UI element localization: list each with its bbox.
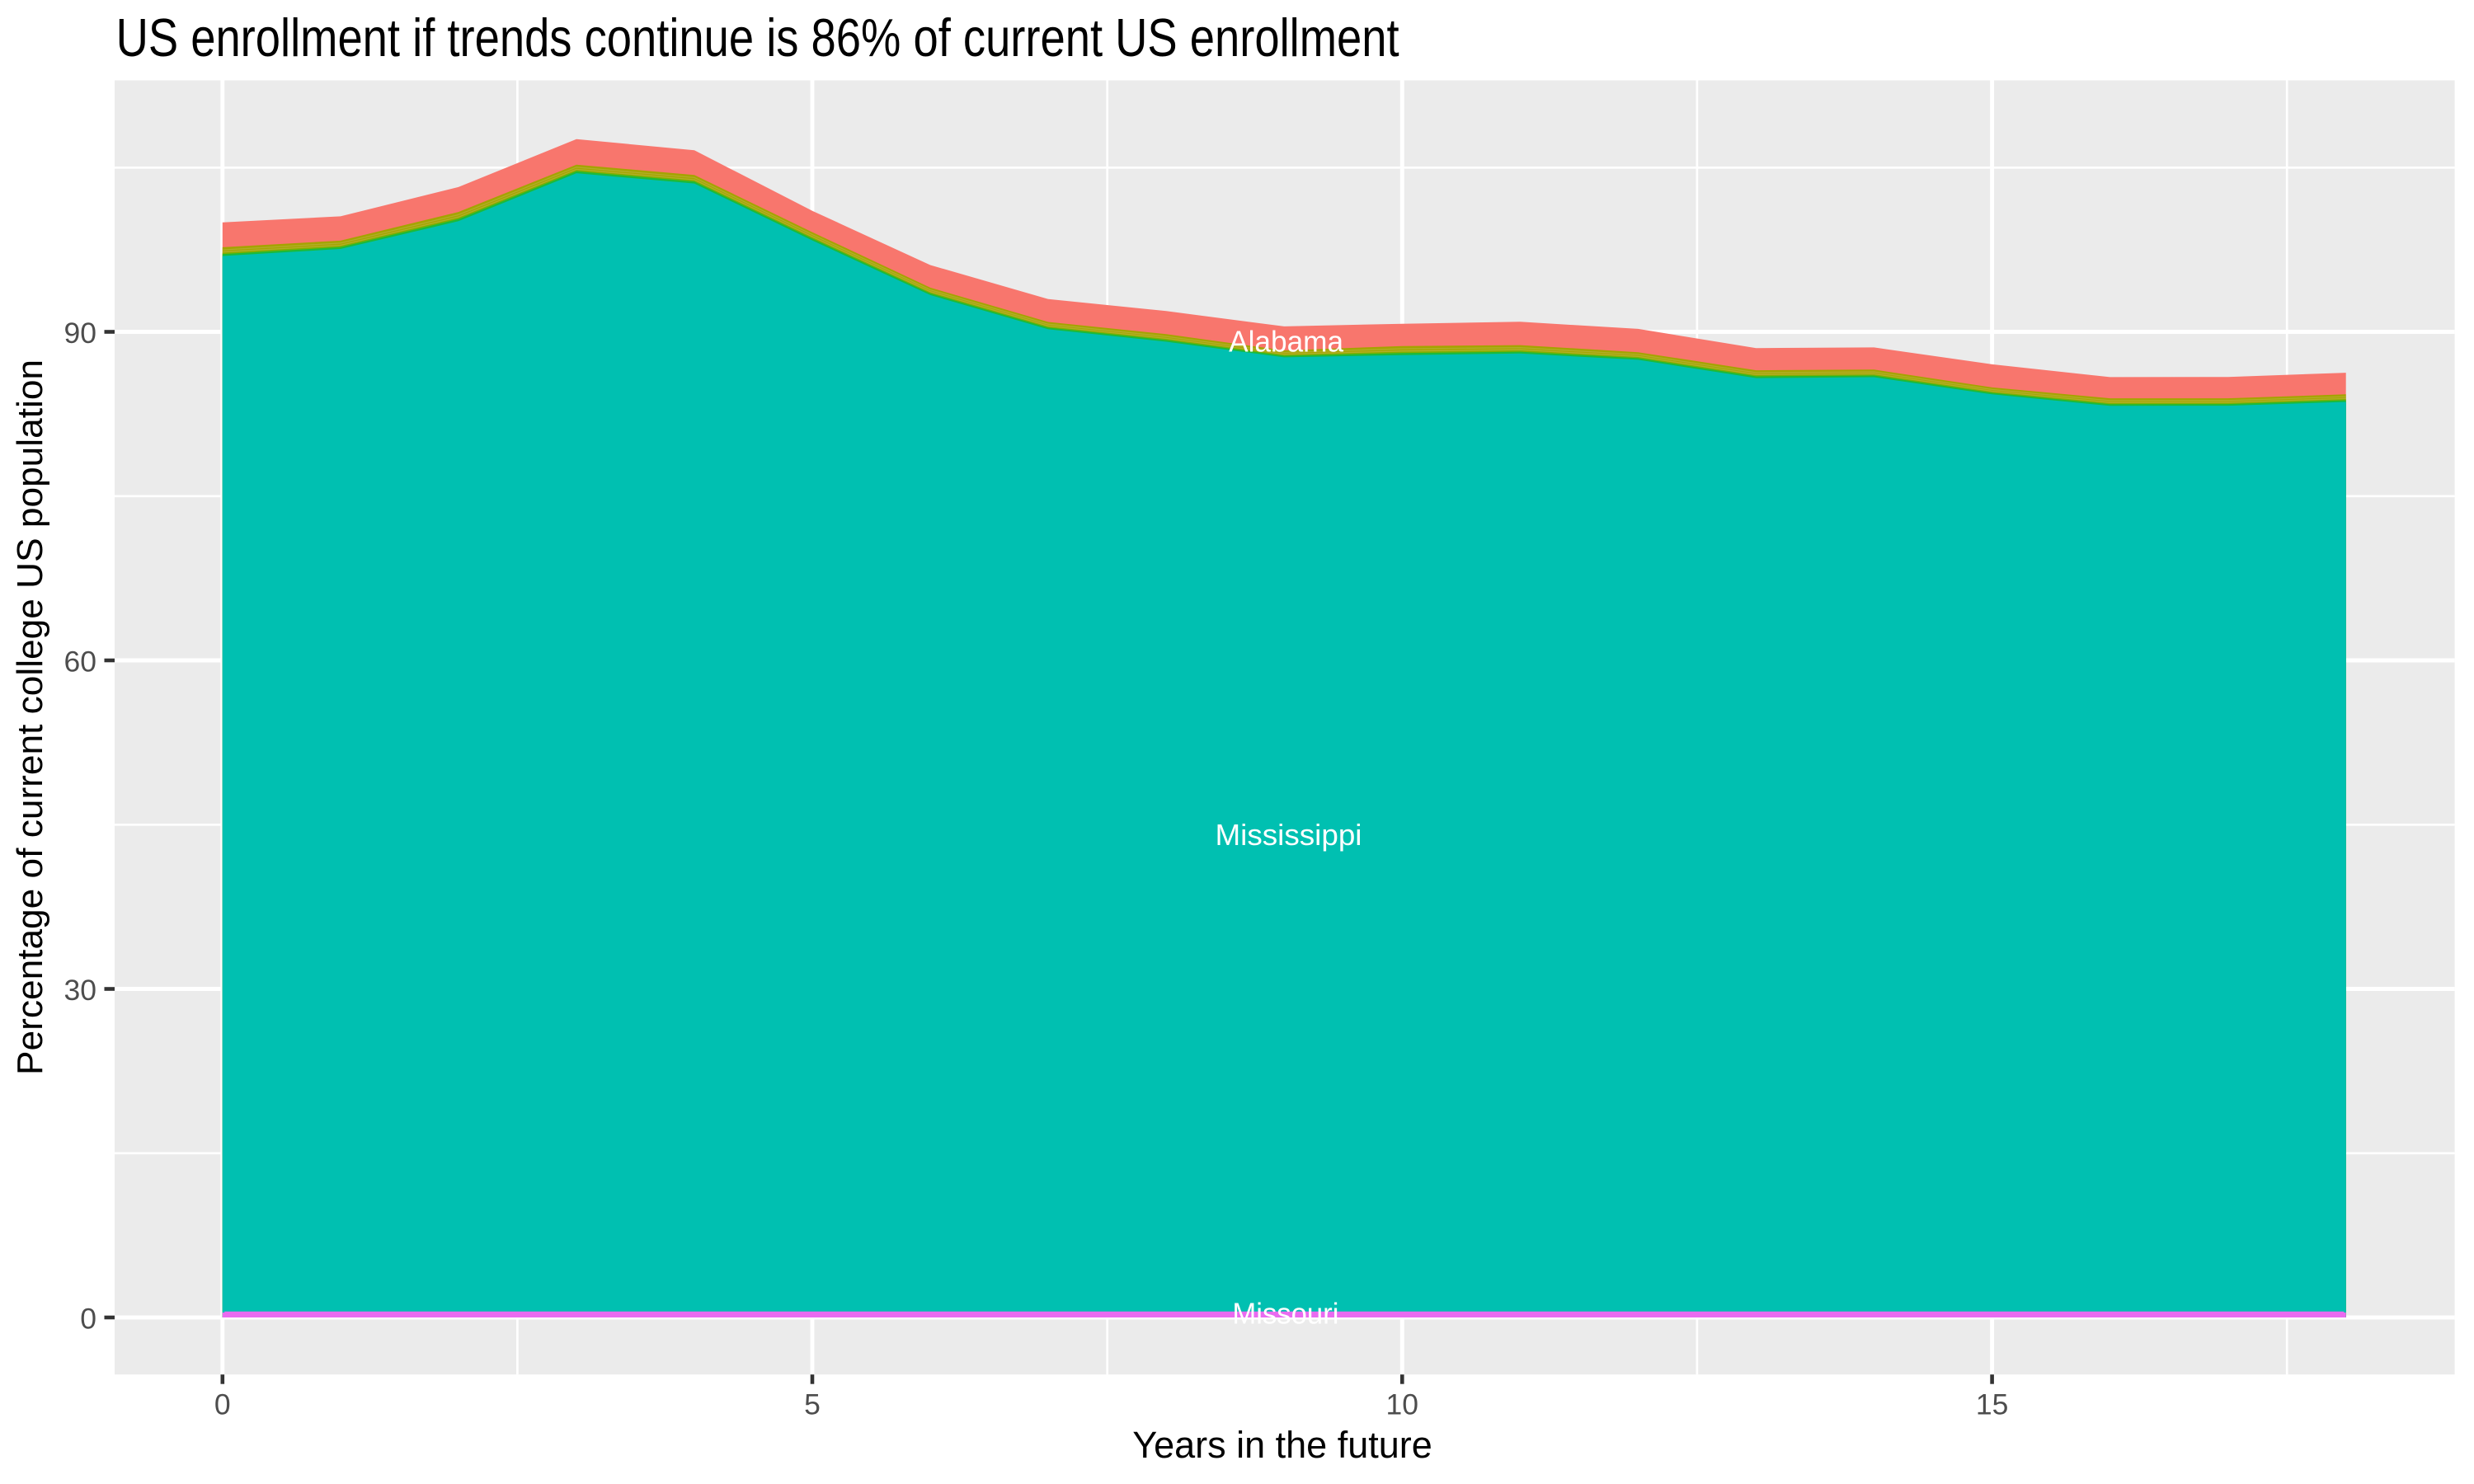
svg-text:0: 0: [214, 1388, 231, 1421]
svg-text:Missouri: Missouri: [1232, 1297, 1338, 1331]
svg-text:60: 60: [64, 646, 97, 679]
svg-text:Mississippi: Mississippi: [1216, 818, 1362, 852]
svg-text:5: 5: [804, 1388, 821, 1421]
svg-text:Alabama: Alabama: [1229, 325, 1344, 359]
svg-text:US enrollment if trends contin: US enrollment if trends continue is 86% …: [116, 7, 1399, 68]
svg-text:Percentage of current college: Percentage of current college US populat…: [10, 359, 50, 1075]
svg-text:15: 15: [1976, 1388, 2009, 1421]
svg-text:10: 10: [1386, 1388, 1419, 1421]
svg-text:30: 30: [64, 974, 97, 1007]
svg-text:0: 0: [80, 1303, 96, 1336]
svg-text:90: 90: [64, 317, 97, 350]
svg-text:Years in the future: Years in the future: [1132, 1424, 1432, 1466]
